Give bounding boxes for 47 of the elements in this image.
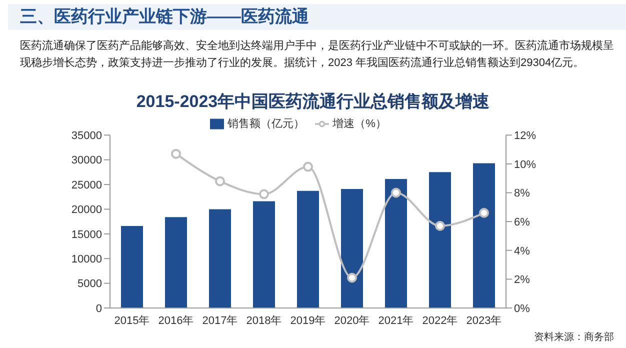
x-tick-label: 2023年 xyxy=(466,314,502,327)
bar xyxy=(253,201,275,308)
y2-tick-label: 10% xyxy=(514,158,536,171)
x-tick-label: 2019年 xyxy=(290,314,326,327)
x-tick-label: 2022年 xyxy=(422,314,458,327)
y2-tick-label: 8% xyxy=(514,188,530,200)
x-tick-label: 2017年 xyxy=(202,314,238,327)
bar xyxy=(473,163,495,308)
y2-tick-label: 4% xyxy=(514,245,530,258)
bar xyxy=(385,179,407,308)
legend-label: 增速（%） xyxy=(332,118,386,130)
bar xyxy=(165,217,187,308)
y-tick-label: 0 xyxy=(96,302,102,315)
point xyxy=(215,176,225,186)
y-tick-label: 25000 xyxy=(71,179,102,192)
y2-tick-label: 0% xyxy=(514,302,530,315)
y-tick-label: 15000 xyxy=(71,228,102,241)
point xyxy=(479,208,489,218)
bar xyxy=(297,190,319,308)
point xyxy=(303,162,313,172)
bar xyxy=(209,209,231,308)
point xyxy=(259,189,269,200)
y2-tick-label: 6% xyxy=(514,216,530,228)
bar xyxy=(341,188,363,308)
x-tick-label: 2021年 xyxy=(378,314,414,327)
point xyxy=(347,272,357,283)
text: 三、医药行业产业链下游——医药流通 xyxy=(8,4,626,30)
text: 医药流通确保了医药产品能够高效、安全地到达终端用户手中，是医药行业产业链中不可或缺的一环。医药流通市场规模呈现稳步增长态势，政策支持进一步推动了行业的发展。据统计，2023 年我国医药流通行业总销售额达到29304亿元。 xyxy=(20,38,615,71)
x-tick-label: 2016年 xyxy=(158,314,194,327)
y2-tick-label: 12% xyxy=(514,130,536,142)
point xyxy=(435,220,445,231)
x-tick-label: 2020年 xyxy=(334,314,370,327)
y-tick-label: 30000 xyxy=(71,154,102,167)
point xyxy=(171,148,181,159)
chart-title: 2015-2023年中国医药流通行业总销售额及增速 xyxy=(135,91,491,113)
legend-label: 销售额（亿元） xyxy=(228,118,305,130)
bar xyxy=(121,226,143,308)
bar xyxy=(429,172,451,308)
y2-tick-label: 2% xyxy=(514,274,530,286)
x-tick-label: 2018年 xyxy=(246,314,282,327)
y-tick-label: 5000 xyxy=(78,278,102,290)
point xyxy=(391,188,401,198)
y-tick-label: 20000 xyxy=(71,204,102,216)
text: 资料来源：商务部 xyxy=(534,330,614,344)
y-tick-label: 10000 xyxy=(71,254,102,266)
y-tick-label: 35000 xyxy=(71,130,102,142)
x-tick-label: 2015年 xyxy=(114,314,150,327)
